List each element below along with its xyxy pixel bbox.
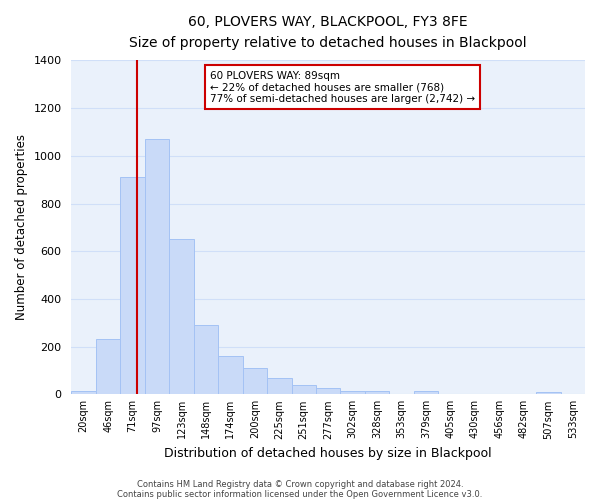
Y-axis label: Number of detached properties: Number of detached properties [15,134,28,320]
Bar [145,139,169,394]
Bar [340,390,365,394]
Bar [71,390,96,394]
Bar [169,240,194,394]
Bar [292,385,316,394]
Bar [536,392,560,394]
Bar [121,178,145,394]
Bar [316,388,340,394]
Bar [267,378,292,394]
Bar [218,356,242,395]
Bar [365,390,389,394]
Text: 60 PLOVERS WAY: 89sqm
← 22% of detached houses are smaller (768)
77% of semi-det: 60 PLOVERS WAY: 89sqm ← 22% of detached … [210,70,475,104]
Text: Contains public sector information licensed under the Open Government Licence v3: Contains public sector information licen… [118,490,482,499]
Bar [414,390,438,394]
X-axis label: Distribution of detached houses by size in Blackpool: Distribution of detached houses by size … [164,447,492,460]
Bar [96,340,121,394]
Bar [242,368,267,394]
Title: 60, PLOVERS WAY, BLACKPOOL, FY3 8FE
Size of property relative to detached houses: 60, PLOVERS WAY, BLACKPOOL, FY3 8FE Size… [130,15,527,50]
Text: Contains HM Land Registry data © Crown copyright and database right 2024.: Contains HM Land Registry data © Crown c… [137,480,463,489]
Bar [194,325,218,394]
